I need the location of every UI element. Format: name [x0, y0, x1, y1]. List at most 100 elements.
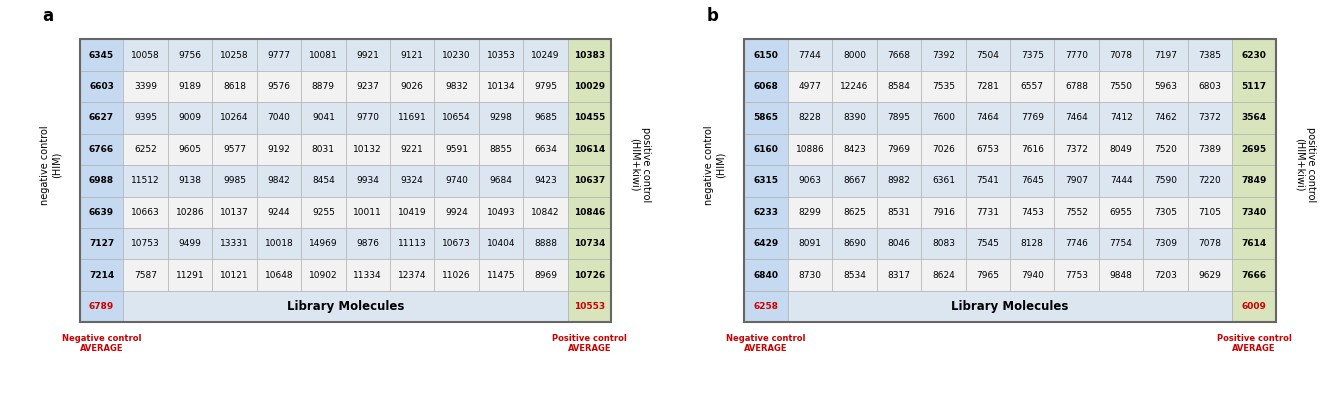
- Text: 7127: 7127: [89, 239, 114, 248]
- Text: 4977: 4977: [799, 82, 821, 91]
- Bar: [877, 71, 921, 102]
- Bar: [877, 196, 921, 228]
- Text: 9605: 9605: [178, 145, 202, 154]
- Text: 9255: 9255: [312, 208, 335, 217]
- Text: 10753: 10753: [132, 239, 159, 248]
- Bar: [478, 134, 524, 165]
- Text: 9244: 9244: [267, 208, 290, 217]
- Bar: [1099, 228, 1143, 259]
- Text: 6315: 6315: [754, 176, 779, 185]
- Text: 7769: 7769: [1021, 114, 1043, 122]
- Bar: [80, 165, 124, 196]
- Text: 9842: 9842: [267, 176, 290, 185]
- Bar: [966, 39, 1010, 71]
- Bar: [788, 196, 832, 228]
- Text: 10902: 10902: [310, 271, 338, 279]
- Text: 10132: 10132: [354, 145, 381, 154]
- Bar: [1232, 71, 1276, 102]
- Bar: [744, 71, 788, 102]
- Bar: [346, 134, 389, 165]
- Bar: [256, 259, 302, 291]
- Text: 7668: 7668: [888, 51, 910, 59]
- Text: 7614: 7614: [1241, 239, 1267, 248]
- Text: 13331: 13331: [221, 239, 249, 248]
- Bar: [167, 165, 213, 196]
- Text: 10264: 10264: [221, 114, 249, 122]
- Bar: [1232, 196, 1276, 228]
- Bar: [744, 259, 788, 291]
- Text: 11026: 11026: [443, 271, 470, 279]
- Text: 10081: 10081: [308, 51, 338, 59]
- Text: 8128: 8128: [1021, 239, 1043, 248]
- Bar: [524, 134, 567, 165]
- Text: 3399: 3399: [134, 82, 157, 91]
- Bar: [478, 259, 524, 291]
- Bar: [478, 39, 524, 71]
- Text: 10258: 10258: [221, 51, 249, 59]
- Bar: [1010, 102, 1054, 134]
- Text: 7731: 7731: [977, 208, 999, 217]
- Text: 9924: 9924: [445, 208, 468, 217]
- Bar: [1143, 39, 1188, 71]
- Bar: [877, 228, 921, 259]
- Bar: [256, 102, 302, 134]
- Text: 9423: 9423: [534, 176, 557, 185]
- Bar: [80, 196, 124, 228]
- Text: 9832: 9832: [445, 82, 468, 91]
- Bar: [832, 71, 877, 102]
- Bar: [966, 228, 1010, 259]
- Text: 7078: 7078: [1199, 239, 1221, 248]
- Bar: [1099, 39, 1143, 71]
- Bar: [435, 102, 478, 134]
- Text: 7770: 7770: [1066, 51, 1088, 59]
- Bar: [389, 71, 435, 102]
- Text: 10018: 10018: [264, 239, 294, 248]
- Bar: [213, 259, 256, 291]
- Bar: [435, 228, 478, 259]
- Bar: [1232, 39, 1276, 71]
- Text: 5963: 5963: [1154, 82, 1177, 91]
- Text: 6252: 6252: [134, 145, 157, 154]
- Bar: [256, 196, 302, 228]
- Bar: [124, 165, 167, 196]
- Text: 7895: 7895: [888, 114, 910, 122]
- Text: 7214: 7214: [89, 271, 114, 279]
- Text: 7969: 7969: [888, 145, 910, 154]
- Bar: [1143, 134, 1188, 165]
- Text: negative control
(HIM): negative control (HIM): [704, 125, 726, 205]
- Text: Positive control
AVERAGE: Positive control AVERAGE: [1216, 334, 1292, 353]
- Text: 9685: 9685: [534, 114, 557, 122]
- Bar: [877, 39, 921, 71]
- Text: 10419: 10419: [397, 208, 427, 217]
- Text: 9499: 9499: [178, 239, 202, 248]
- Text: 7550: 7550: [1110, 82, 1132, 91]
- Text: 8982: 8982: [888, 176, 910, 185]
- Bar: [302, 196, 346, 228]
- Bar: [1099, 165, 1143, 196]
- Text: 10137: 10137: [221, 208, 249, 217]
- Bar: [1188, 134, 1232, 165]
- Text: 7340: 7340: [1241, 208, 1267, 217]
- Bar: [302, 259, 346, 291]
- Bar: [1143, 259, 1188, 291]
- Text: 8390: 8390: [843, 114, 867, 122]
- Bar: [389, 165, 435, 196]
- Bar: [921, 228, 966, 259]
- Bar: [1010, 165, 1054, 196]
- Bar: [877, 134, 921, 165]
- Bar: [1143, 196, 1188, 228]
- Bar: [346, 165, 389, 196]
- Bar: [744, 102, 788, 134]
- Bar: [1099, 102, 1143, 134]
- Text: 6634: 6634: [534, 145, 557, 154]
- Text: 7746: 7746: [1066, 239, 1088, 248]
- Bar: [435, 71, 478, 102]
- Text: Negative control
AVERAGE: Negative control AVERAGE: [61, 334, 141, 353]
- Bar: [524, 165, 567, 196]
- Text: 9795: 9795: [534, 82, 557, 91]
- Bar: [80, 102, 124, 134]
- Bar: [346, 39, 389, 71]
- Text: 9921: 9921: [356, 51, 379, 59]
- Text: 10249: 10249: [532, 51, 560, 59]
- Text: 2695: 2695: [1241, 145, 1267, 154]
